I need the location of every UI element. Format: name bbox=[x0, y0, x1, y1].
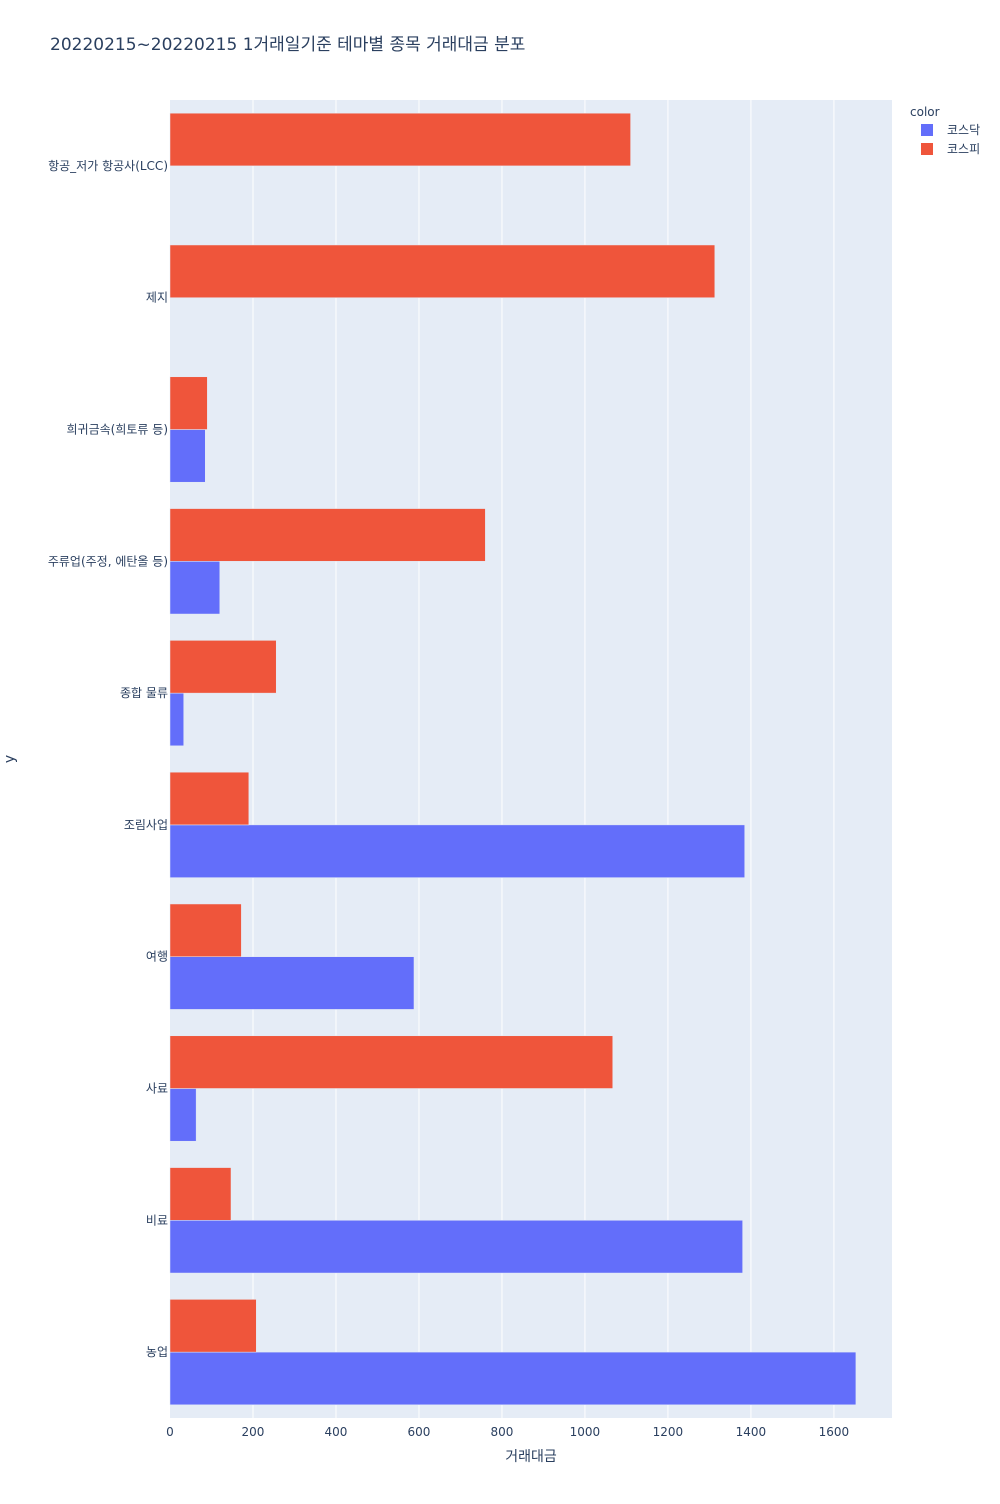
gridlines bbox=[252, 100, 835, 1418]
x-tick-label: 200 bbox=[242, 1425, 265, 1439]
y-tick-label: 비료 bbox=[146, 1213, 168, 1227]
x-tick-label: 1000 bbox=[570, 1425, 601, 1439]
x-axis-label: 거래대금 bbox=[505, 1449, 557, 1465]
x-tick-labels: 0 200 400 600 800 1000 1200 1400 1600 bbox=[166, 1425, 849, 1439]
bar-kosdaq[interactable] bbox=[169, 429, 206, 483]
bar-kospi[interactable] bbox=[169, 112, 631, 167]
y-tick-label: 농업 bbox=[146, 1345, 168, 1359]
bar-kosdaq[interactable] bbox=[169, 561, 221, 615]
y-tick-label: 종합 물류 bbox=[120, 686, 168, 700]
bar-kospi[interactable] bbox=[169, 640, 277, 694]
legend-item-kosdaq[interactable]: 코스닥 bbox=[921, 123, 980, 137]
bar-kospi[interactable] bbox=[169, 244, 716, 298]
y-tick-label: 주류업(주정, 에탄올 등) bbox=[48, 554, 168, 568]
bar-kosdaq[interactable] bbox=[169, 692, 184, 747]
chart-title: 20220215~20220215 1거래일기준 테마별 종목 거래대금 분포 bbox=[50, 35, 525, 55]
y-tick-label: 항공_저가 항공사(LCC) bbox=[48, 159, 168, 173]
x-tick-label: 800 bbox=[491, 1425, 514, 1439]
bar-kosdaq[interactable] bbox=[169, 1351, 857, 1406]
y-tick-label: 여행 bbox=[146, 949, 168, 964]
bar-kosdaq[interactable] bbox=[169, 956, 415, 1010]
y-tick-label: 제지 bbox=[146, 291, 168, 305]
legend-swatch-kospi bbox=[921, 143, 933, 155]
y-axis-label: y bbox=[2, 755, 18, 763]
x-tick-label: 1200 bbox=[653, 1425, 684, 1439]
bar-kospi[interactable] bbox=[169, 508, 486, 562]
legend-label-kosdaq: 코스닥 bbox=[947, 123, 980, 137]
legend-swatch-kosdaq bbox=[921, 124, 933, 136]
bars bbox=[169, 112, 857, 1406]
x-tick-label: 600 bbox=[408, 1425, 431, 1439]
x-tick-label: 400 bbox=[325, 1425, 348, 1439]
bar-kospi[interactable] bbox=[169, 1299, 257, 1353]
legend-title: color bbox=[910, 105, 940, 119]
legend-label-kospi: 코스피 bbox=[947, 142, 980, 156]
bar-kospi[interactable] bbox=[169, 376, 208, 430]
legend: color 코스닥 코스피 bbox=[910, 105, 980, 156]
x-tick-label: 0 bbox=[166, 1425, 174, 1439]
x-tick-label: 1400 bbox=[736, 1425, 767, 1439]
bar-kosdaq[interactable] bbox=[169, 1220, 743, 1274]
bar-kosdaq[interactable] bbox=[169, 1088, 197, 1142]
bar-kosdaq[interactable] bbox=[169, 824, 745, 878]
bar-kospi[interactable] bbox=[169, 1035, 613, 1089]
y-tick-label: 희귀금속(희토류 등) bbox=[67, 423, 169, 437]
legend-item-kospi[interactable]: 코스피 bbox=[921, 142, 980, 156]
x-tick-label: 1600 bbox=[819, 1425, 850, 1439]
bar-kospi[interactable] bbox=[169, 1167, 232, 1221]
y-tick-label: 사료 bbox=[146, 1082, 168, 1096]
bar-kospi[interactable] bbox=[169, 903, 242, 957]
y-tick-label: 조림사업 bbox=[124, 818, 168, 832]
plot-background bbox=[170, 100, 892, 1418]
bar-kospi[interactable] bbox=[169, 771, 250, 826]
